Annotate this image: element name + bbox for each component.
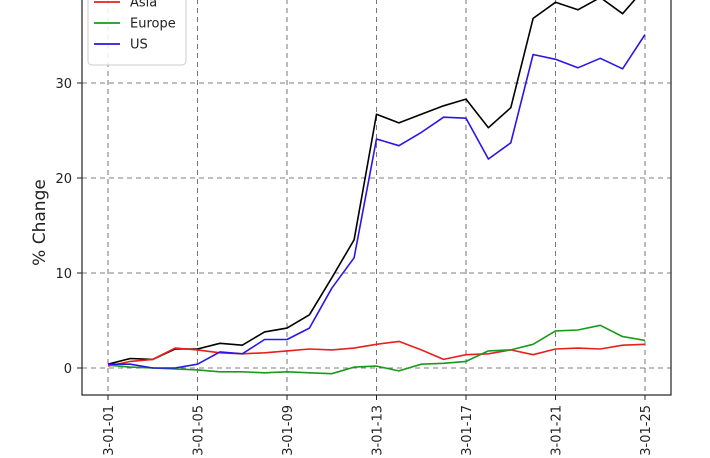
x-tick-label: 3-01-09 [281, 405, 296, 456]
y-tick-label: 0 [64, 362, 72, 377]
grid [82, 0, 671, 395]
series-line-europe [107, 324, 646, 375]
legend-label: Asia [130, 0, 157, 11]
legend-label: Europe [130, 17, 176, 32]
series-line-total [107, 0, 636, 365]
series-lines [107, 0, 646, 375]
x-tick-label: 3-01-21 [550, 405, 565, 456]
x-tick-label: 3-01-13 [371, 405, 386, 456]
x-tick-label: 3-01-01 [102, 405, 117, 456]
legend-label: US [130, 38, 148, 53]
y-tick-label: 10 [55, 267, 72, 282]
legend: Asia Europe US [87, 0, 187, 66]
legend-box [87, 0, 187, 66]
y-axis-ticks: 0 10 20 30 [55, 77, 82, 377]
y-tick-label: 30 [55, 77, 72, 92]
x-axis-ticks: 3-01-01 3-01-05 3-01-09 3-01-13 3-01-17 3-01-… [102, 395, 654, 456]
x-tick-label: 3-01-25 [639, 405, 654, 456]
y-axis-label: % Change [30, 179, 50, 266]
x-tick-label: 3-01-05 [192, 405, 207, 456]
series-line-us [108, 34, 646, 369]
x-tick-label: 3-01-17 [460, 405, 475, 456]
y-tick-label: 20 [55, 172, 72, 187]
series-line-asia [107, 340, 646, 367]
